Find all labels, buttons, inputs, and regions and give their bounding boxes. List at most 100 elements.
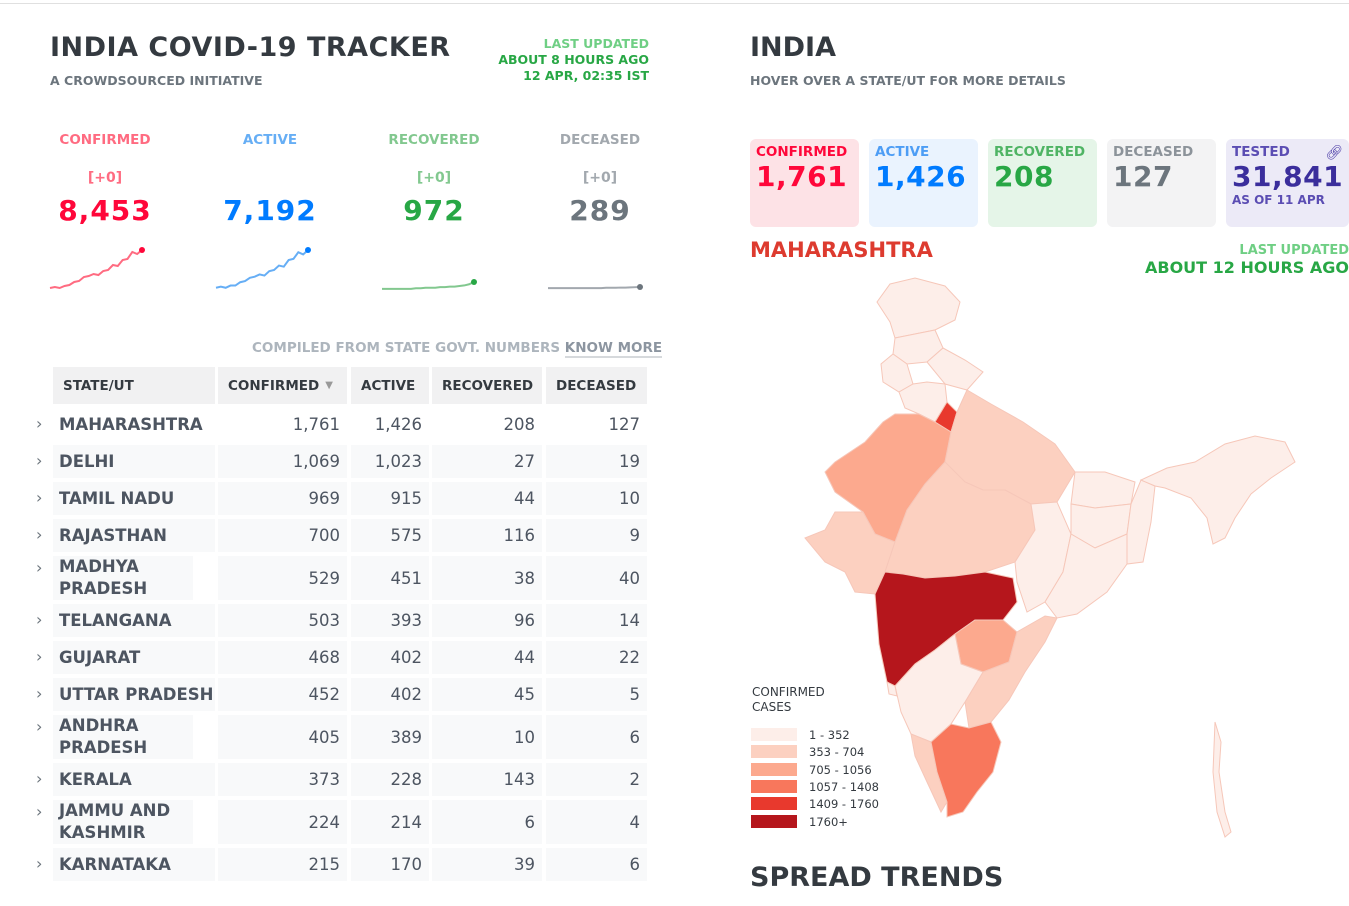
table-cell-recovered: 10 bbox=[432, 715, 542, 759]
table-cell-deceased: 2 bbox=[546, 763, 647, 796]
last-updated: LAST UPDATED ABOUT 8 HOURS AGO 12 APR, 0… bbox=[498, 36, 649, 84]
stat-deceased-value: 289 bbox=[569, 194, 631, 227]
legend-title-line-1: CONFIRMED bbox=[752, 685, 825, 699]
legend-swatch bbox=[751, 797, 797, 810]
stat-recovered-value: 972 bbox=[403, 194, 465, 227]
card-active-value: 1,426 bbox=[875, 160, 967, 193]
table-cell-confirmed: 503 bbox=[218, 604, 347, 637]
india-map[interactable] bbox=[795, 272, 1315, 852]
table-cell-state[interactable]: JAMMU AND KASHMIR bbox=[53, 800, 193, 844]
header-deceased[interactable]: DECEASED bbox=[546, 367, 647, 404]
card-deceased: DECEASED 127 bbox=[1107, 139, 1216, 227]
row-expand-chevron-icon[interactable]: › bbox=[36, 647, 43, 666]
row-expand-chevron-icon[interactable]: › bbox=[36, 769, 43, 788]
table-cell-confirmed: 405 bbox=[218, 715, 347, 759]
sparkline-path bbox=[215, 249, 309, 289]
table-cell-state[interactable]: TELANGANA bbox=[53, 604, 215, 637]
header-recovered[interactable]: RECOVERED bbox=[432, 367, 542, 404]
map-state-goa[interactable] bbox=[886, 681, 898, 697]
table-cell-recovered: 116 bbox=[432, 519, 542, 552]
sparkline-end-dot bbox=[637, 284, 643, 290]
link-icon[interactable]: 🔗︎ bbox=[1325, 145, 1343, 161]
stat-confirmed-delta: [+0] bbox=[87, 170, 123, 186]
map-state-odisha[interactable] bbox=[1044, 533, 1128, 619]
card-confirmed: CONFIRMED 1,761 bbox=[750, 139, 859, 227]
table-cell-state[interactable]: UTTAR PRADESH bbox=[53, 678, 215, 711]
legend-label: 705 - 1056 bbox=[809, 763, 872, 777]
stat-confirmed-value: 8,453 bbox=[58, 194, 152, 227]
table-cell-active: 389 bbox=[351, 715, 429, 759]
know-more-link[interactable]: KNOW MORE bbox=[564, 340, 663, 358]
card-tested-value: 31,841 bbox=[1232, 160, 1344, 193]
table-cell-state[interactable]: RAJASTHAN bbox=[53, 519, 215, 552]
map-state-bihar[interactable] bbox=[1070, 471, 1136, 509]
table-cell-confirmed: 215 bbox=[218, 848, 347, 881]
card-deceased-value: 127 bbox=[1113, 160, 1173, 193]
table-cell-state[interactable]: TAMIL NADU bbox=[53, 482, 215, 515]
stat-active: ACTIVE 7,192 bbox=[210, 132, 330, 227]
header-state[interactable]: STATE/UT bbox=[53, 367, 215, 404]
table-cell-active: 170 bbox=[351, 848, 429, 881]
compiled-text: COMPILED FROM STATE GOVT. NUMBERS bbox=[252, 340, 561, 356]
legend-title-line-2: CASES bbox=[752, 700, 792, 714]
header-state-label: STATE/UT bbox=[63, 377, 134, 394]
table-cell-active: 393 bbox=[351, 604, 429, 637]
last-updated-label: LAST UPDATED bbox=[543, 36, 649, 51]
table-cell-deceased: 127 bbox=[546, 408, 647, 441]
table-cell-active: 228 bbox=[351, 763, 429, 796]
row-expand-chevron-icon[interactable]: › bbox=[36, 802, 43, 821]
map-state-chhattisgarh[interactable] bbox=[1014, 501, 1072, 613]
table-cell-confirmed: 1,069 bbox=[218, 445, 347, 478]
row-expand-chevron-icon[interactable]: › bbox=[36, 525, 43, 544]
sort-down-icon: ▼ bbox=[325, 380, 333, 391]
table-cell-recovered: 39 bbox=[432, 848, 542, 881]
map-state-karnataka[interactable] bbox=[894, 633, 984, 743]
sparkline-end-dot bbox=[305, 247, 311, 253]
table-cell-recovered: 208 bbox=[432, 408, 542, 441]
row-expand-chevron-icon[interactable]: › bbox=[36, 610, 43, 629]
table-cell-confirmed: 373 bbox=[218, 763, 347, 796]
table-cell-state[interactable]: KERALA bbox=[53, 763, 215, 796]
sparkline-path bbox=[49, 249, 143, 290]
table-cell-confirmed: 969 bbox=[218, 482, 347, 515]
row-expand-chevron-icon[interactable]: › bbox=[36, 717, 43, 736]
card-active-label: ACTIVE bbox=[875, 144, 930, 160]
map-state-north-east[interactable] bbox=[1139, 435, 1296, 545]
table-cell-active: 1,426 bbox=[351, 408, 429, 441]
header-confirmed[interactable]: CONFIRMED ▼ bbox=[218, 367, 347, 404]
map-state-tamil-nadu[interactable] bbox=[930, 721, 1002, 818]
table-cell-deceased: 9 bbox=[546, 519, 647, 552]
stat-recovered-delta: [+0] bbox=[416, 170, 452, 186]
table-cell-state[interactable]: MADHYA PRADESH bbox=[53, 556, 193, 600]
spread-trends-heading: SPREAD TRENDS bbox=[750, 862, 1004, 893]
map-state-jammu-kashmir[interactable] bbox=[876, 277, 961, 339]
row-expand-chevron-icon[interactable]: › bbox=[36, 854, 43, 873]
legend-title: CONFIRMED CASES bbox=[752, 685, 825, 715]
row-expand-chevron-icon[interactable]: › bbox=[36, 684, 43, 703]
table-cell-state[interactable]: KARNATAKA bbox=[53, 848, 215, 881]
table-cell-deceased: 14 bbox=[546, 604, 647, 637]
card-confirmed-value: 1,761 bbox=[756, 160, 848, 193]
card-recovered: RECOVERED 208 bbox=[988, 139, 1097, 227]
table-cell-state[interactable]: ANDHRA PRADESH bbox=[53, 715, 193, 759]
row-expand-chevron-icon[interactable]: › bbox=[36, 414, 43, 433]
card-recovered-value: 208 bbox=[994, 160, 1054, 193]
stat-deceased-label: DECEASED bbox=[559, 132, 641, 148]
table-cell-state[interactable]: DELHI bbox=[53, 445, 215, 478]
card-deceased-label: DECEASED bbox=[1113, 144, 1194, 160]
row-expand-chevron-icon[interactable]: › bbox=[36, 451, 43, 470]
stat-confirmed: CONFIRMED [+0] 8,453 bbox=[45, 132, 165, 227]
card-recovered-label: RECOVERED bbox=[994, 144, 1086, 160]
map-last-updated-label: LAST UPDATED bbox=[1239, 243, 1349, 258]
card-active: ACTIVE 1,426 bbox=[869, 139, 978, 227]
table-cell-state[interactable]: GUJARAT bbox=[53, 641, 215, 674]
table-cell-state[interactable]: MAHARASHTRA bbox=[53, 408, 215, 441]
map-state-andaman[interactable] bbox=[1212, 721, 1232, 838]
header-active[interactable]: ACTIVE bbox=[351, 367, 429, 404]
sparkline-path bbox=[382, 281, 475, 290]
map-last-updated-ago: ABOUT 12 HOURS AGO bbox=[1144, 258, 1349, 277]
stat-deceased: DECEASED [+0] 289 bbox=[540, 132, 660, 227]
table-cell-deceased: 19 bbox=[546, 445, 647, 478]
row-expand-chevron-icon[interactable]: › bbox=[36, 488, 43, 507]
row-expand-chevron-icon[interactable]: › bbox=[36, 558, 43, 577]
